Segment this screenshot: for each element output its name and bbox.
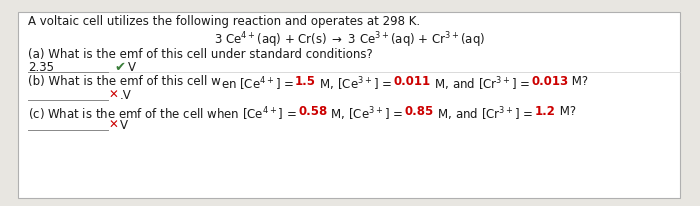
- Text: V: V: [120, 119, 128, 132]
- Text: 1.2: 1.2: [535, 105, 556, 118]
- FancyBboxPatch shape: [18, 12, 680, 198]
- Text: en [Ce$^{4+}$] =: en [Ce$^{4+}$] =: [220, 75, 295, 92]
- Text: ✔: ✔: [114, 61, 125, 74]
- Text: .V: .V: [120, 89, 132, 102]
- Text: 3 Ce$^{4+}$(aq) + Cr(s) $\rightarrow$ 3 Ce$^{3+}$(aq) + Cr$^{3+}$(aq): 3 Ce$^{4+}$(aq) + Cr(s) $\rightarrow$ 3 …: [214, 30, 486, 50]
- Text: M?: M?: [568, 75, 589, 88]
- Text: 0.013: 0.013: [531, 75, 568, 88]
- Text: 1.5: 1.5: [295, 75, 316, 88]
- Text: ✕: ✕: [109, 119, 119, 132]
- Text: A voltaic cell utilizes the following reaction and operates at 298 K.: A voltaic cell utilizes the following re…: [28, 15, 420, 28]
- Text: 0.85: 0.85: [405, 105, 434, 118]
- Text: M?: M?: [556, 105, 575, 118]
- Text: M, [Ce$^{3+}$] =: M, [Ce$^{3+}$] =: [328, 105, 405, 123]
- Text: 0.58: 0.58: [298, 105, 328, 118]
- Text: M, and [Cr$^{3+}$] =: M, and [Cr$^{3+}$] =: [430, 75, 531, 93]
- Text: (c) What is the emf of the cell when [Ce$^{4+}$] =: (c) What is the emf of the cell when [Ce…: [28, 105, 298, 123]
- Text: 2.35: 2.35: [28, 61, 54, 74]
- Text: 0.011: 0.011: [393, 75, 430, 88]
- Text: V: V: [128, 61, 136, 74]
- Text: ✕: ✕: [109, 89, 119, 102]
- Text: M, and [Cr$^{3+}$] =: M, and [Cr$^{3+}$] =: [434, 105, 535, 123]
- Text: (a) What is the emf of this cell under standard conditions?: (a) What is the emf of this cell under s…: [28, 48, 372, 61]
- Text: M, [Ce$^{3+}$] =: M, [Ce$^{3+}$] =: [316, 75, 393, 93]
- Text: (b) What is the emf of this cell w: (b) What is the emf of this cell w: [28, 75, 221, 88]
